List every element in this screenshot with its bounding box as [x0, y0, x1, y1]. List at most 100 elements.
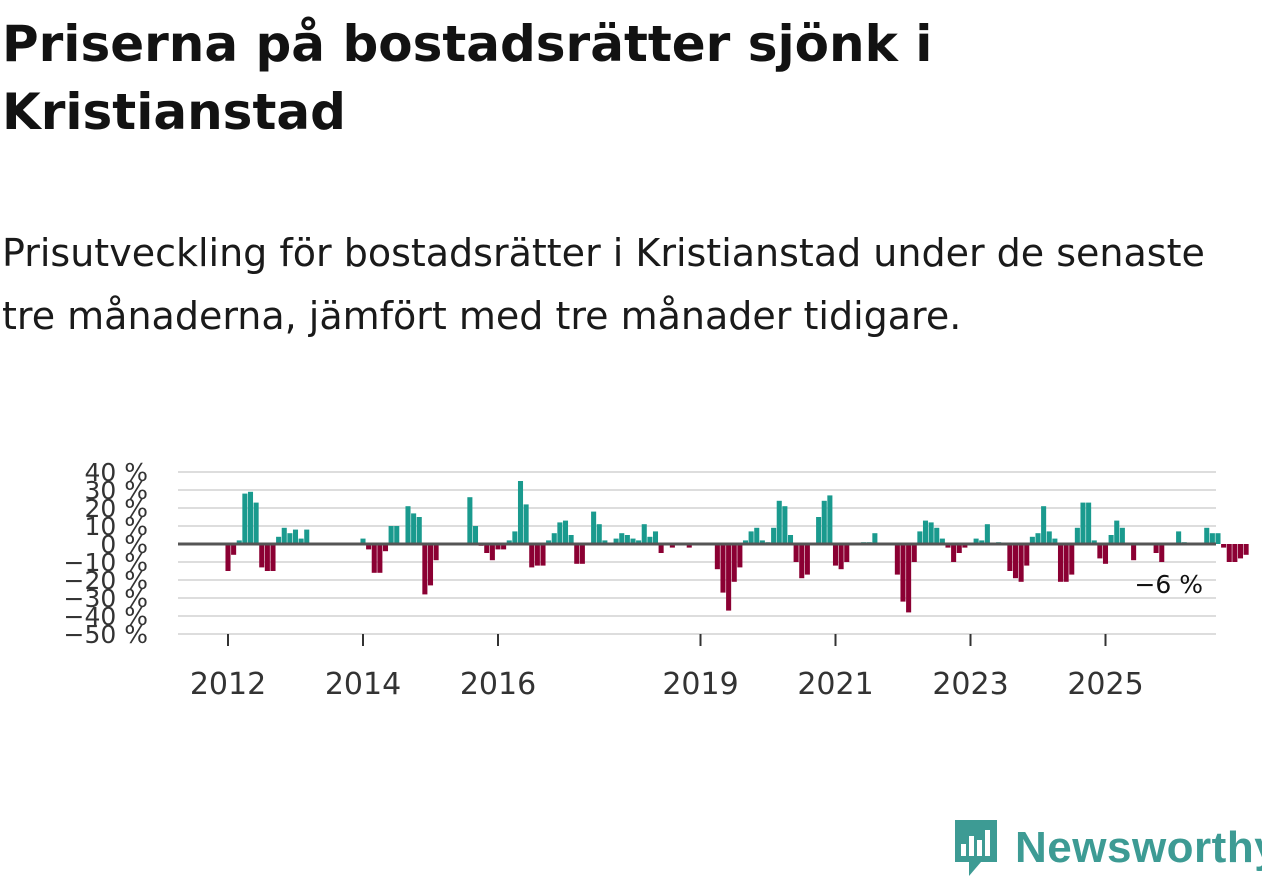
bar — [1012, 544, 1019, 579]
bar — [973, 538, 979, 544]
bar — [1114, 520, 1120, 544]
bar — [1131, 544, 1137, 561]
bar — [1024, 544, 1030, 566]
bar — [821, 500, 827, 544]
bar — [602, 540, 608, 544]
y-tick-label: 0 % — [100, 530, 148, 559]
bar — [787, 535, 794, 544]
newsworthy-logo-icon — [955, 820, 997, 876]
bar — [624, 535, 630, 544]
bar — [557, 522, 563, 544]
bar — [489, 544, 495, 561]
bar — [737, 544, 743, 568]
bar — [422, 544, 428, 595]
x-tick-label: 2016 — [460, 667, 536, 700]
bar — [484, 544, 490, 553]
bar — [394, 526, 400, 544]
bar — [1119, 527, 1125, 544]
y-tick-label: −10 % — [64, 548, 148, 577]
bar — [534, 544, 540, 566]
bar — [1052, 538, 1058, 544]
bar — [562, 520, 569, 544]
bar — [501, 544, 507, 550]
bar — [827, 495, 833, 544]
x-tick-label: 2025 — [1067, 667, 1143, 700]
bar — [754, 527, 760, 544]
bar — [917, 531, 923, 544]
bar — [292, 529, 299, 544]
bar — [1243, 544, 1249, 555]
bar — [911, 544, 917, 562]
bar — [748, 531, 754, 544]
bar — [816, 517, 822, 544]
bar — [714, 544, 720, 570]
x-tick-label: 2023 — [932, 667, 1008, 700]
bar — [759, 540, 765, 544]
bar — [298, 538, 304, 544]
bar — [259, 544, 265, 568]
bar — [1029, 536, 1035, 544]
bar — [939, 538, 945, 544]
bar — [979, 540, 985, 544]
price-change-bar-chart: 40 %30 %20 %10 %0 %−10 %−20 %−30 %−40 %−… — [64, 458, 1249, 700]
bar — [922, 520, 929, 544]
y-tick-label: −40 % — [64, 602, 148, 631]
bar — [517, 481, 524, 544]
y-tick-label: 30 % — [84, 476, 148, 505]
bar — [742, 540, 749, 544]
x-tick-label: 2012 — [190, 667, 266, 700]
latest-value-label: −6 % — [1134, 570, 1203, 599]
bar — [506, 540, 512, 544]
bar — [630, 538, 636, 544]
bar — [366, 544, 372, 550]
bar — [1091, 540, 1097, 544]
bar — [411, 513, 417, 544]
bar — [951, 544, 957, 562]
chart-subtitle: Prisutveckling för bostadsrätter i Krist… — [2, 231, 1205, 338]
bar — [225, 544, 231, 571]
bar — [771, 527, 777, 544]
bar — [231, 544, 237, 555]
bar — [619, 533, 625, 544]
bar — [799, 544, 805, 579]
bar — [686, 544, 692, 548]
bar — [669, 544, 675, 548]
y-tick-label: −50 % — [64, 620, 148, 649]
x-tick-label: 2019 — [662, 667, 738, 700]
bar — [934, 527, 940, 544]
bar — [928, 522, 934, 544]
bar — [636, 540, 642, 544]
bar — [894, 544, 900, 575]
bar — [596, 524, 602, 544]
bar — [945, 544, 951, 548]
bar — [546, 540, 552, 544]
bar — [304, 529, 310, 544]
bar — [1074, 527, 1080, 544]
bar — [377, 544, 383, 573]
bar — [804, 544, 810, 575]
bar — [731, 544, 737, 582]
bar — [726, 544, 732, 611]
bar — [1063, 544, 1069, 582]
bar — [1108, 535, 1114, 544]
bar — [658, 544, 664, 553]
bar — [1057, 544, 1064, 582]
bar — [782, 506, 788, 544]
bar — [1221, 544, 1227, 548]
brand-name: Newsworthy — [1015, 823, 1262, 872]
bar — [900, 544, 906, 602]
bar — [287, 533, 293, 544]
bar — [579, 544, 585, 564]
bar — [568, 535, 574, 544]
bar — [388, 526, 394, 544]
y-tick-label: 10 % — [84, 512, 148, 541]
bar — [1080, 502, 1086, 544]
bar — [1046, 531, 1052, 544]
chart-title: Priserna på bostadsrätter sjönk i Kristi… — [2, 15, 933, 141]
bar — [247, 491, 254, 544]
bar — [236, 540, 242, 544]
data-bars — [225, 481, 1249, 613]
y-tick-label: 40 % — [84, 458, 148, 487]
bar — [844, 544, 850, 562]
bar — [416, 517, 422, 544]
